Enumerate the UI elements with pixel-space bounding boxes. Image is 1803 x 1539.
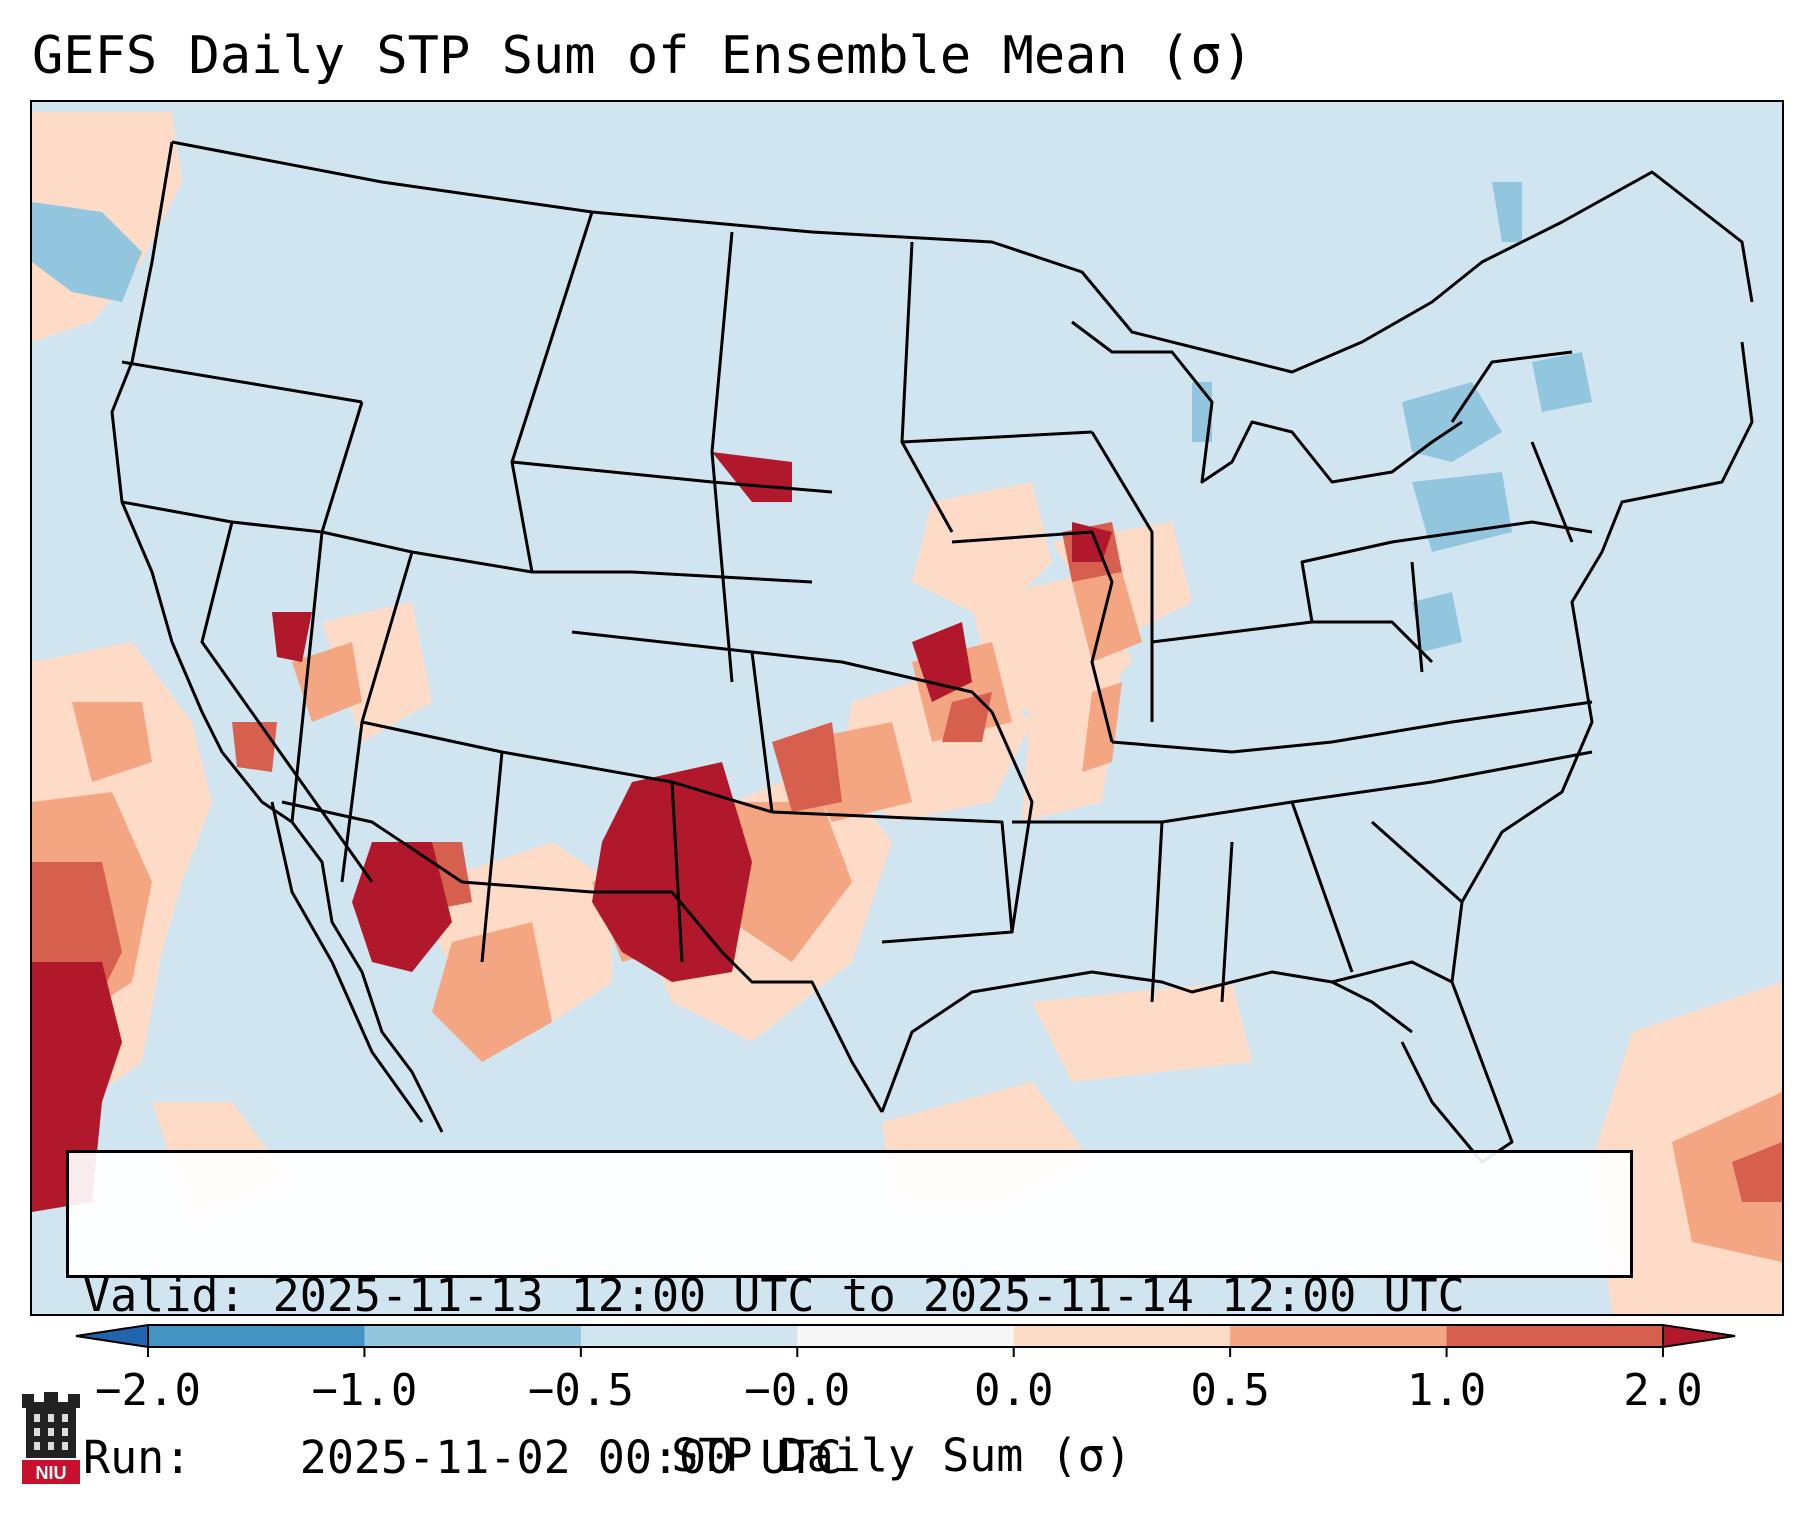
valid-label: Valid:: [83, 1269, 246, 1322]
run-value: 2025-11-02 00:00 UTC: [299, 1431, 842, 1484]
valid-value: 2025-11-13 12:00 UTC to 2025-11-14 12:00…: [272, 1269, 1465, 1322]
colorbar-bin: [797, 1325, 1015, 1347]
colorbar-extend-high: [1662, 1323, 1736, 1349]
valid-line: Valid: 2025-11-13 12:00 UTC to 2025-11-1…: [83, 1269, 1630, 1323]
map-canvas: [32, 112, 1782, 1314]
valid-run-info-box: Valid: 2025-11-13 12:00 UTC to 2025-11-1…: [66, 1150, 1633, 1484]
map-panel: [30, 100, 1784, 1316]
colorbar-tick-label: 1.0: [1407, 1365, 1486, 1416]
boundaries: [110, 140, 1754, 1164]
colorbar-tick-label: −1.0: [311, 1365, 417, 1416]
colorbar-outline: [147, 1324, 1664, 1348]
colorbar-tick-label: −0.0: [744, 1365, 850, 1416]
colorbar-bin: [1230, 1325, 1448, 1347]
colorbar-bin: [364, 1325, 582, 1347]
colorbar-bin: [1446, 1325, 1664, 1347]
colorbar-tick-label: 0.0: [974, 1365, 1053, 1416]
colorbar-bin: [148, 1325, 365, 1347]
colorbar-tick-label: −0.5: [528, 1365, 634, 1416]
colorbar-bin: [1013, 1325, 1231, 1347]
colorbar-extend-low: [75, 1323, 149, 1349]
colorbar-tick-label: −2.0: [95, 1365, 201, 1416]
colorbar-label: STP Daily Sum (σ): [671, 1429, 1132, 1482]
run-label: Run:: [83, 1431, 192, 1484]
university-tower-icon: NIU: [22, 1392, 80, 1484]
logo-text: NIU: [36, 1463, 67, 1483]
anomaly-field: [32, 112, 1782, 1314]
colorbar-tick-label: 0.5: [1190, 1365, 1269, 1416]
run-line: Run: 2025-11-02 00:00 UTC: [83, 1431, 1630, 1485]
colorbar-tick-label: 2.0: [1623, 1365, 1702, 1416]
page-title: GEFS Daily STP Sum of Ensemble Mean (σ): [32, 26, 1253, 86]
colorbar: −2.0 −1.0 −0.5 −0.0 0.0 0.5 1.0 2.0: [75, 1323, 1736, 1416]
colorbar-bin: [580, 1325, 798, 1347]
